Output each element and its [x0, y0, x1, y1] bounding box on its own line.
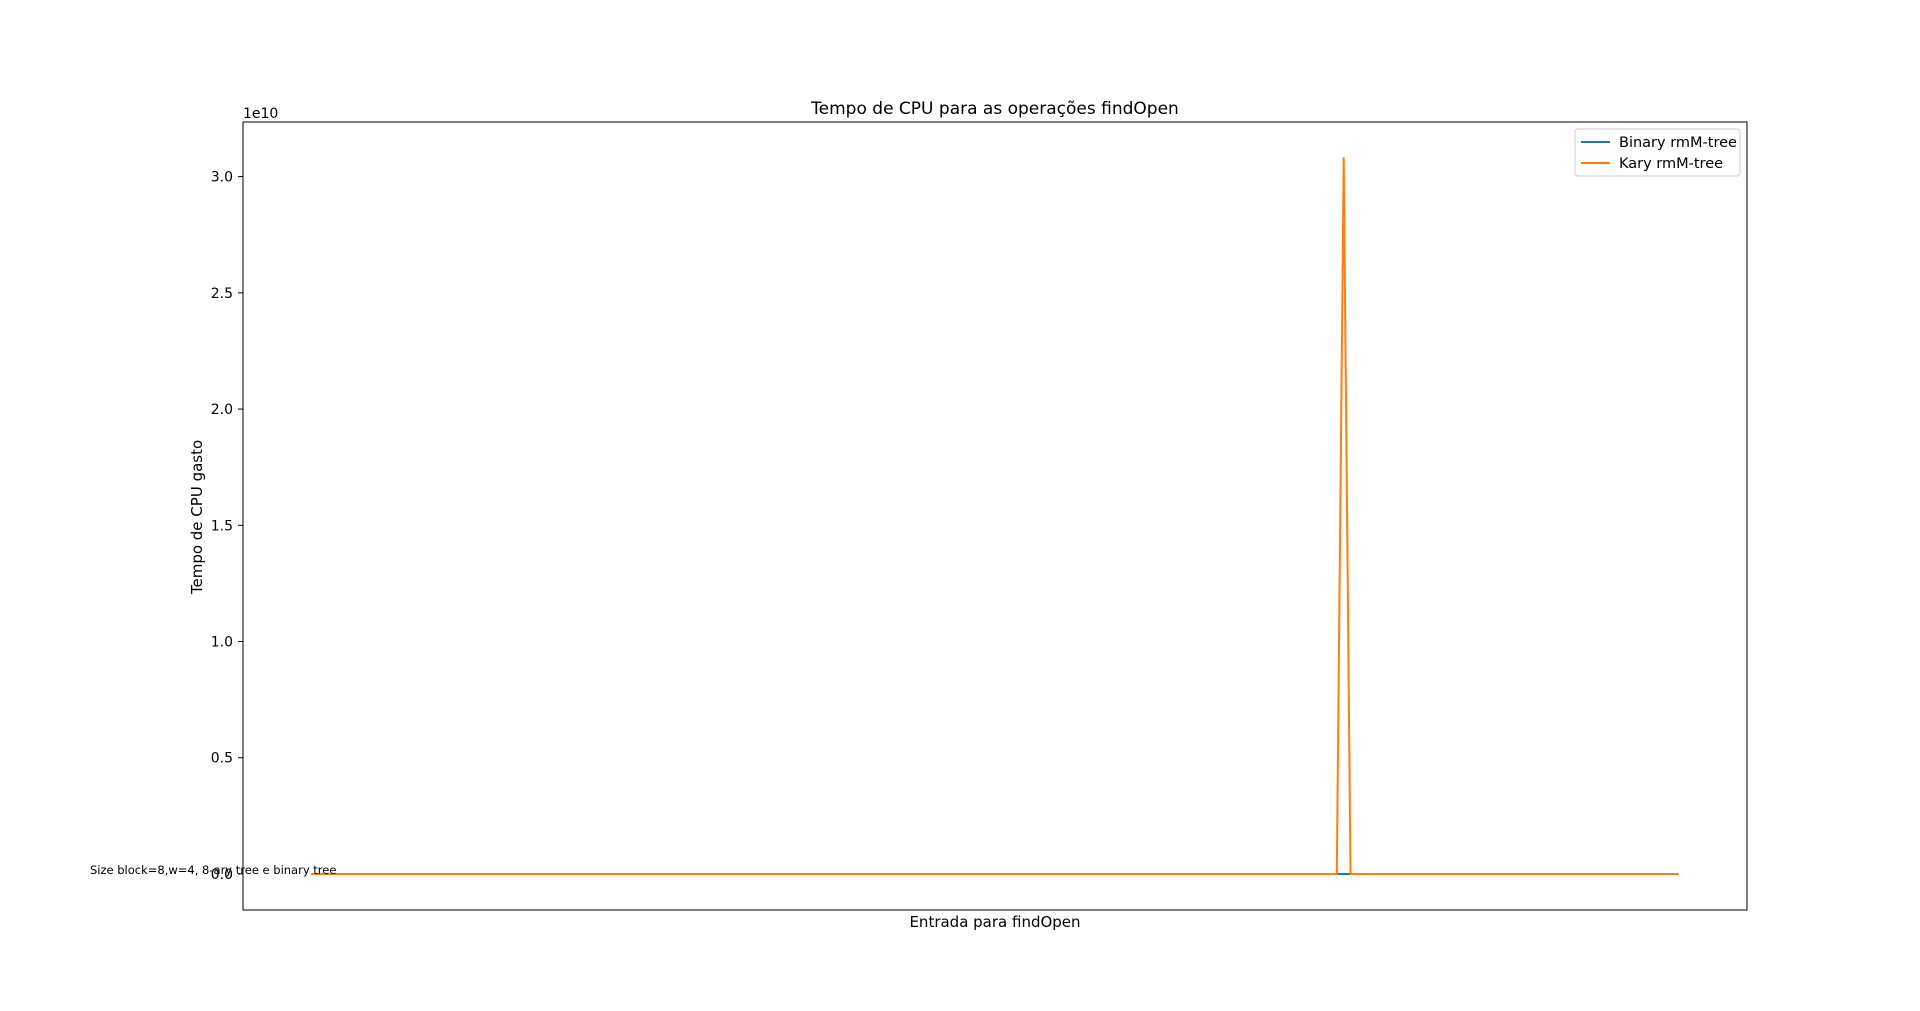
series-line-kary-rmm-tree — [311, 157, 1679, 875]
chart-annotation: Size block=8,w=4, 8-ary tree e binary tr… — [90, 863, 336, 877]
y-tick-label: 0.5 — [211, 751, 233, 767]
y-tick-label: 2.5 — [211, 286, 233, 302]
y-axis-ticks: 0.0 0.5 1.0 1.5 2.0 2.5 3.0 — [211, 170, 243, 883]
series-layer — [311, 157, 1679, 875]
plot-area-frame — [242, 121, 1748, 911]
chart-title: Tempo de CPU para as operações findOpen — [810, 99, 1179, 119]
legend-box — [1574, 128, 1741, 177]
legend-label-binary: Binary rmM-tree — [1619, 135, 1737, 151]
y-axis-label: Tempo de CPU gasto — [188, 440, 206, 595]
legend-label-kary: Kary rmM-tree — [1619, 156, 1723, 172]
y-axis-offset-label: 1e10 — [243, 106, 278, 122]
y-tick-label: 3.0 — [211, 170, 233, 186]
y-tick-label: 1.0 — [211, 635, 233, 651]
y-tick-label: 1.5 — [211, 518, 233, 534]
y-tick-label: 2.0 — [211, 402, 233, 418]
legend: Binary rmM-tree Kary rmM-tree — [1574, 128, 1741, 177]
x-axis-label: Entrada para findOpen — [909, 913, 1080, 931]
y-tick-label: 0.0 — [211, 867, 233, 883]
